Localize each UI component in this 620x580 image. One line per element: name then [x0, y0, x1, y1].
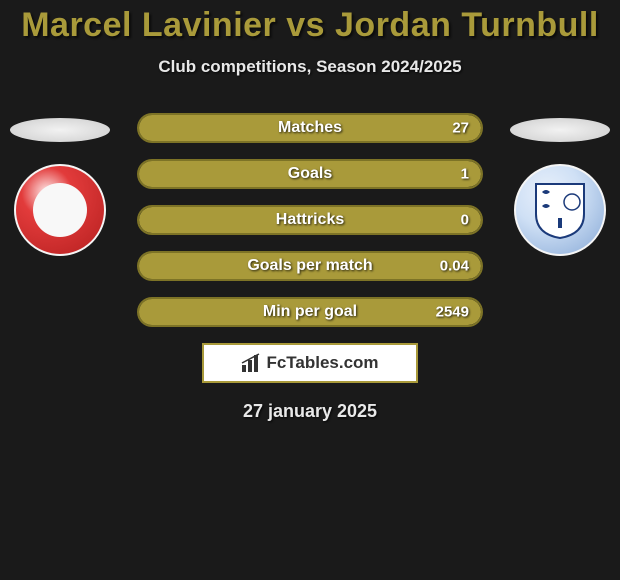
- player1-placeholder-ellipse: [10, 118, 110, 142]
- bar-row: Goals 1: [137, 159, 483, 189]
- vs-text: vs: [286, 6, 325, 44]
- player2-name: Jordan Turnbull: [335, 6, 599, 44]
- bar-value-right: 0: [461, 212, 469, 229]
- brand-box: FcTables.com: [202, 343, 418, 383]
- bar-label: Matches: [278, 119, 342, 137]
- bar-value-right: 0.04: [440, 258, 469, 275]
- bar-row: Min per goal 2549: [137, 297, 483, 327]
- bar-label: Goals per match: [247, 257, 372, 275]
- left-club-badge: [14, 164, 106, 256]
- right-club-column: [510, 118, 610, 256]
- bar-chart-icon: [241, 353, 263, 373]
- bar-fill-left: [139, 161, 146, 187]
- subtitle: Club competitions, Season 2024/2025: [0, 57, 620, 77]
- right-club-badge: [514, 164, 606, 256]
- bar-row: Hattricks 0: [137, 205, 483, 235]
- bar-value-right: 2549: [436, 304, 469, 321]
- brand-text: FcTables.com: [266, 353, 378, 373]
- bar-fill-left: [139, 299, 146, 325]
- player2-placeholder-ellipse: [510, 118, 610, 142]
- bar-row: Goals per match 0.04: [137, 251, 483, 281]
- snapshot-date: 27 january 2025: [0, 401, 620, 422]
- left-club-column: [10, 118, 110, 256]
- comparison-title: Marcel Lavinier vs Jordan Turnbull: [0, 0, 620, 45]
- bar-fill-left: [139, 115, 146, 141]
- bar-value-right: 27: [452, 120, 469, 137]
- player1-name: Marcel Lavinier: [21, 6, 276, 44]
- bar-fill-left: [139, 253, 146, 279]
- comparison-bars: Matches 27 Goals 1 Hattricks 0 Goals per match…: [137, 113, 483, 327]
- tranmere-crest-icon: [528, 178, 592, 242]
- bar-label: Goals: [288, 165, 332, 183]
- bar-row: Matches 27: [137, 113, 483, 143]
- bar-label: Min per goal: [263, 303, 357, 321]
- bar-label: Hattricks: [276, 211, 344, 229]
- bar-value-right: 1: [461, 166, 469, 183]
